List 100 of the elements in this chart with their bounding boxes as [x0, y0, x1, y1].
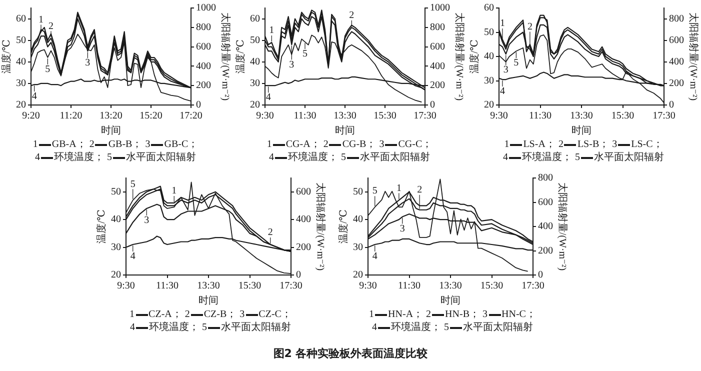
text: 1: [266, 139, 272, 150]
y-tick-label: 20: [353, 270, 363, 281]
legend-label: 水平面太阳辐射: [126, 152, 196, 163]
y2-tick-label: 400: [296, 214, 311, 226]
y-axis-title: 温度/℃: [234, 40, 247, 74]
x-tick-label: 15:30: [238, 280, 262, 292]
y2-tick-label: 800: [196, 22, 211, 34]
y2-axis-title: 太阳辐射量/(W·m⁻²): [556, 182, 568, 271]
text: 2: [426, 309, 432, 320]
x-tick-label: 17:20: [180, 110, 202, 122]
x-tick-label: 9:30: [117, 280, 135, 292]
legend-label: CG-C；: [398, 139, 432, 150]
legend-label: CZ-B；: [204, 309, 237, 320]
legend-label: 环境温度；: [288, 152, 338, 163]
y2-tick-label: 200: [538, 245, 553, 256]
x-tick-label: 11:30: [294, 110, 316, 122]
text: 2: [558, 139, 564, 150]
legend-label: CZ-A；: [148, 309, 182, 320]
annotation: 5: [130, 178, 136, 190]
legend-label: 水平面太阳辐射: [463, 322, 533, 333]
text: 1: [504, 139, 510, 150]
legend-label: 水平面太阳辐射: [221, 322, 291, 333]
annotation: 4: [500, 86, 505, 98]
y-axis-title: 温度/℃: [468, 40, 481, 74]
annotation: 1: [269, 25, 274, 36]
x-axis-title: 时间: [335, 124, 355, 137]
text: 1: [369, 309, 374, 320]
y-tick-label: 40: [353, 214, 363, 226]
annotation: 4: [32, 91, 37, 102]
legend-label: LS-C；: [631, 139, 663, 150]
y-tick-label: 50: [484, 26, 494, 38]
legend-label: 环境温度；: [54, 152, 104, 163]
y-tick-label: 20: [111, 270, 121, 281]
annotation: 1: [38, 14, 44, 26]
y-tick-label: 20: [484, 100, 494, 111]
y-tick-label: 30: [16, 78, 26, 90]
annotation: 3: [503, 64, 508, 76]
text: 1: [130, 309, 135, 320]
annotation: 2: [527, 21, 532, 32]
text: 3: [145, 139, 150, 150]
text: 4: [34, 152, 40, 163]
text: 1: [32, 139, 38, 150]
x-tick-label: 15:30: [611, 110, 634, 122]
y-tick-label: 60: [484, 2, 494, 14]
legend-label: 水平面太阳辐射: [360, 152, 430, 163]
legend-label: GB-B；: [108, 139, 142, 150]
text: 4: [130, 322, 135, 333]
y-axis-title: 温度/℃: [96, 210, 108, 244]
y-tick-label: 60: [250, 13, 260, 24]
legend-label: CZ-C；: [258, 309, 292, 320]
text: 3: [482, 309, 488, 320]
legend-label: 环境温度；: [391, 322, 441, 333]
y2-axis-title: 太阳辐射量/(W·m⁻²): [687, 12, 700, 101]
x-tick-label: 9:30: [490, 110, 508, 122]
y-tick-label: 50: [16, 34, 26, 46]
y-tick-label: 30: [353, 242, 363, 253]
y2-tick-label: 1000: [196, 2, 216, 14]
y2-tick-label: 400: [538, 221, 553, 232]
y2-tick-label: 200: [296, 242, 311, 253]
x-tick-label: 11:30: [529, 110, 552, 122]
x-tick-label: 15:20: [140, 110, 162, 122]
y2-tick-label: 0: [196, 100, 201, 111]
y2-axis-title: 太阳辐射量/(W·m⁻²): [219, 12, 232, 101]
x-tick-label: 17:30: [522, 280, 544, 292]
y-axis-title: 温度/℃: [338, 210, 350, 244]
text: 2: [323, 139, 328, 150]
y2-tick-label: 0: [430, 100, 435, 111]
annotation: 5: [302, 48, 308, 60]
x-axis-title: 时间: [198, 294, 218, 307]
x-axis-title: 时间: [101, 124, 121, 137]
y-tick-label: 50: [250, 34, 260, 46]
text: 4: [268, 152, 274, 163]
y-tick-label: 30: [111, 242, 121, 253]
legend-label: LS-B；: [577, 139, 610, 150]
annotation: 4: [130, 251, 136, 262]
text: 2: [89, 139, 94, 150]
x-tick-label: 11:20: [60, 110, 82, 122]
y-tick-label: 30: [250, 78, 260, 90]
y2-tick-label: 800: [538, 172, 553, 184]
x-tick-label: 13:20: [100, 110, 122, 122]
legend-label: CG-B；: [342, 139, 376, 150]
y2-axis-title: 太阳辐射量/(W·m⁻²): [314, 182, 326, 271]
legend-label: GB-A；: [52, 139, 86, 150]
x-tick-label: 9:20: [22, 110, 40, 122]
x-tick-label: 11:30: [156, 280, 178, 292]
legend-label: 环境温度；: [522, 152, 572, 163]
text: 4: [503, 152, 508, 163]
annotation: 2: [417, 184, 422, 196]
x-tick-label: 13:30: [197, 280, 220, 292]
y2-tick-label: 400: [669, 56, 684, 68]
y-tick-label: 40: [16, 56, 26, 68]
legend-label: HN-B；: [445, 309, 480, 320]
x-tick-label: 13:30: [439, 280, 462, 292]
annotation: 1: [500, 18, 505, 30]
y-tick-label: 40: [484, 51, 494, 62]
text: 图2 各种实验板外表面温度比较: [272, 346, 429, 361]
x-tick-label: 17:30: [652, 110, 676, 122]
y2-tick-label: 200: [196, 80, 211, 92]
y2-tick-label: 0: [669, 100, 674, 111]
x-axis-title: 时间: [572, 124, 592, 137]
